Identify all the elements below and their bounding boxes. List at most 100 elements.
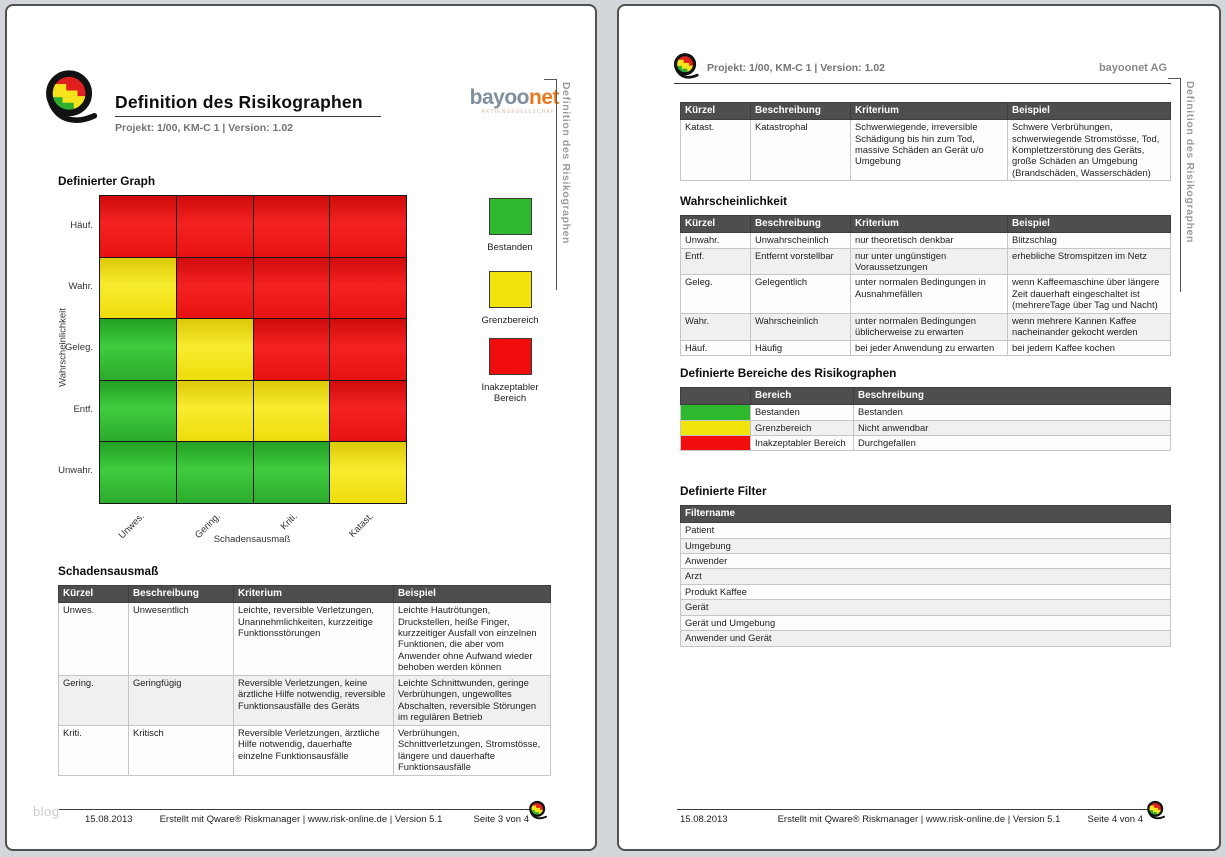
legend-label: Bestanden xyxy=(487,242,533,253)
table-cell: Blitzschlag xyxy=(1007,232,1171,249)
legend-label: Inakzeptabler Bereich xyxy=(481,382,539,405)
footer-page-number: Seite 3 von 4 xyxy=(473,814,529,825)
page-title: Definition des Risikographen xyxy=(115,92,363,112)
table-row: Geleg. Gelegentlich unter normalen Bedin… xyxy=(680,274,1171,314)
legend-swatch-green xyxy=(488,198,532,235)
table-cell: unter normalen Bedingungen üblicherweise… xyxy=(850,312,1008,341)
table-cell: Patient xyxy=(680,522,1171,539)
column-header: Beispiel xyxy=(1007,101,1171,121)
matrix-cell xyxy=(253,319,330,380)
table-row: Anwender und Gerät xyxy=(680,630,1171,647)
matrix-cell xyxy=(100,442,176,503)
column-header: Beschreibung xyxy=(128,584,234,604)
y-tick-label: Häuf. xyxy=(70,220,93,231)
legend-swatch-red xyxy=(488,338,532,375)
table-row: Grenzbereich Nicht anwendbar xyxy=(680,419,1171,437)
qware-footer-logo-icon xyxy=(527,800,548,821)
matrix-cell xyxy=(253,442,330,503)
column-header: Kürzel xyxy=(680,214,751,234)
footer-center: Erstellt mit Qware® Riskmanager | www.ri… xyxy=(777,814,1061,825)
table-cell: Unwesentlich xyxy=(128,602,234,676)
table-cell: Wahrscheinlich xyxy=(750,312,851,341)
matrix-cell xyxy=(176,319,253,380)
table-header-row: Kürzel Beschreibung Kriterium Beispiel xyxy=(680,214,1171,234)
table-cell: Gering. xyxy=(58,674,129,726)
column-header: Filtername xyxy=(680,504,1171,524)
table-cell: Reversible Verletzungen, keine ärztliche… xyxy=(233,674,394,726)
table-cell: Entf. xyxy=(680,247,751,276)
table-cell: Geleg. xyxy=(680,274,751,314)
qware-logo-icon xyxy=(40,68,100,128)
table-cell: bei jedem Kaffee kochen xyxy=(1007,339,1171,357)
side-bracket xyxy=(544,79,557,290)
table-cell: Produkt Kaffee xyxy=(680,583,1171,601)
graph-heading: Definierter Graph xyxy=(58,174,156,188)
area-color-swatch xyxy=(680,404,751,421)
table-cell: Schwere Verbrühungen, schwerwiegende Str… xyxy=(1007,119,1171,182)
legend-item: Grenzbereich xyxy=(465,271,555,326)
matrix-cell xyxy=(176,196,253,257)
footer-page-number: Seite 4 von 4 xyxy=(1087,814,1143,825)
column-header: Kriterium xyxy=(233,584,394,604)
filters-heading: Definierte Filter xyxy=(680,484,767,498)
table-row: Produkt Kaffee xyxy=(680,583,1171,601)
bayoonet-tagline: AKTIENGESELLSCHAFT xyxy=(481,109,559,115)
legend-swatch-yellow xyxy=(488,271,532,308)
table-cell: Arzt xyxy=(680,568,1171,585)
side-label: Definition des Risikographen xyxy=(1184,81,1196,244)
title-rule xyxy=(115,116,381,117)
table-row: Unwahr. Unwahrscheinlich nur theoretisch… xyxy=(680,232,1171,249)
bayoonet-logo-gray: bayoo xyxy=(469,86,530,109)
filters-table: Filtername Patient Umgebung Anwender Arz… xyxy=(680,504,1171,647)
table-cell: erhebliche Stromspitzen im Netz xyxy=(1007,247,1171,276)
qware-logo-icon xyxy=(671,52,700,81)
table-cell: Umgebung xyxy=(680,537,1171,555)
table-cell: Leichte Schnittwunden, geringe Verbrühun… xyxy=(393,674,551,726)
table-cell: Unwes. xyxy=(58,602,129,676)
watermark: blog xyxy=(33,804,60,819)
table-cell: nur unter ungünstigen Voraussetzungen xyxy=(850,247,1008,276)
table-row: Gerät und Umgebung xyxy=(680,614,1171,632)
table-cell: wenn mehrere Kannen Kaffee nacheinander … xyxy=(1007,312,1171,341)
table-cell: Leichte Hautrötungen, Druckstellen, heiß… xyxy=(393,602,551,676)
column-header: Kürzel xyxy=(680,101,751,121)
table-row: Wahr. Wahrscheinlich unter normalen Bedi… xyxy=(680,312,1171,341)
table-cell: Unwahr. xyxy=(680,232,751,249)
table-cell: Nicht anwendbar xyxy=(853,419,1171,437)
table-row: Häuf. Häufig bei jeder Anwendung zu erwa… xyxy=(680,339,1171,357)
table-cell: Katastrophal xyxy=(750,119,851,182)
table-row: Kriti. Kritisch Reversible Verletzungen,… xyxy=(58,724,551,776)
table-cell: Gelegentlich xyxy=(750,274,851,314)
damage-heading: Schadensausmaß xyxy=(58,564,159,578)
matrix-cell xyxy=(176,442,253,503)
table-header-row: Kürzel Beschreibung Kriterium Beispiel xyxy=(58,584,551,604)
column-header: Beschreibung xyxy=(750,214,851,234)
table-cell: Geringfügig xyxy=(128,674,234,726)
footer-date: 15.08.2013 xyxy=(680,814,728,825)
table-row: Bestanden Bestanden xyxy=(680,404,1171,421)
footer-date: 15.08.2013 xyxy=(85,814,133,825)
table-row: Unwes. Unwesentlich Leichte, reversible … xyxy=(58,602,551,676)
table-cell: Durchgefallen xyxy=(853,435,1171,452)
table-row: Gerät xyxy=(680,599,1171,616)
table-cell: Leichte, reversible Verletzungen, Unanne… xyxy=(233,602,394,676)
column-header: Beschreibung xyxy=(853,386,1171,406)
probability-heading: Wahrscheinlichkeit xyxy=(680,194,788,208)
matrix-cell xyxy=(330,257,406,319)
document-page-3: Definition des Risikographen Projekt: 1/… xyxy=(5,4,597,851)
table-cell: Inakzeptabler Bereich xyxy=(750,435,854,452)
table-cell: Anwender xyxy=(680,553,1171,570)
header-rule xyxy=(674,83,1171,84)
table-cell: Häuf. xyxy=(680,339,751,357)
severity-cont-table: Kürzel Beschreibung Kriterium Beispiel K… xyxy=(680,101,1171,182)
matrix-cell xyxy=(176,257,253,319)
table-row: Inakzeptabler Bereich Durchgefallen xyxy=(680,435,1171,452)
column-header: Beispiel xyxy=(1007,214,1171,234)
project-version-line: Projekt: 1/00, KM-C 1 | Version: 1.02 xyxy=(115,122,294,134)
bayoonet-ag-label: bayoonet AG xyxy=(1098,62,1167,74)
footer-rule xyxy=(677,809,1155,810)
damage-table: Kürzel Beschreibung Kriterium Beispiel U… xyxy=(58,584,551,776)
table-header-row: Kürzel Beschreibung Kriterium Beispiel xyxy=(680,101,1171,121)
footer-rule xyxy=(59,809,543,810)
document-page-4: Projekt: 1/00, KM-C 1 | Version: 1.02 ba… xyxy=(617,4,1221,851)
